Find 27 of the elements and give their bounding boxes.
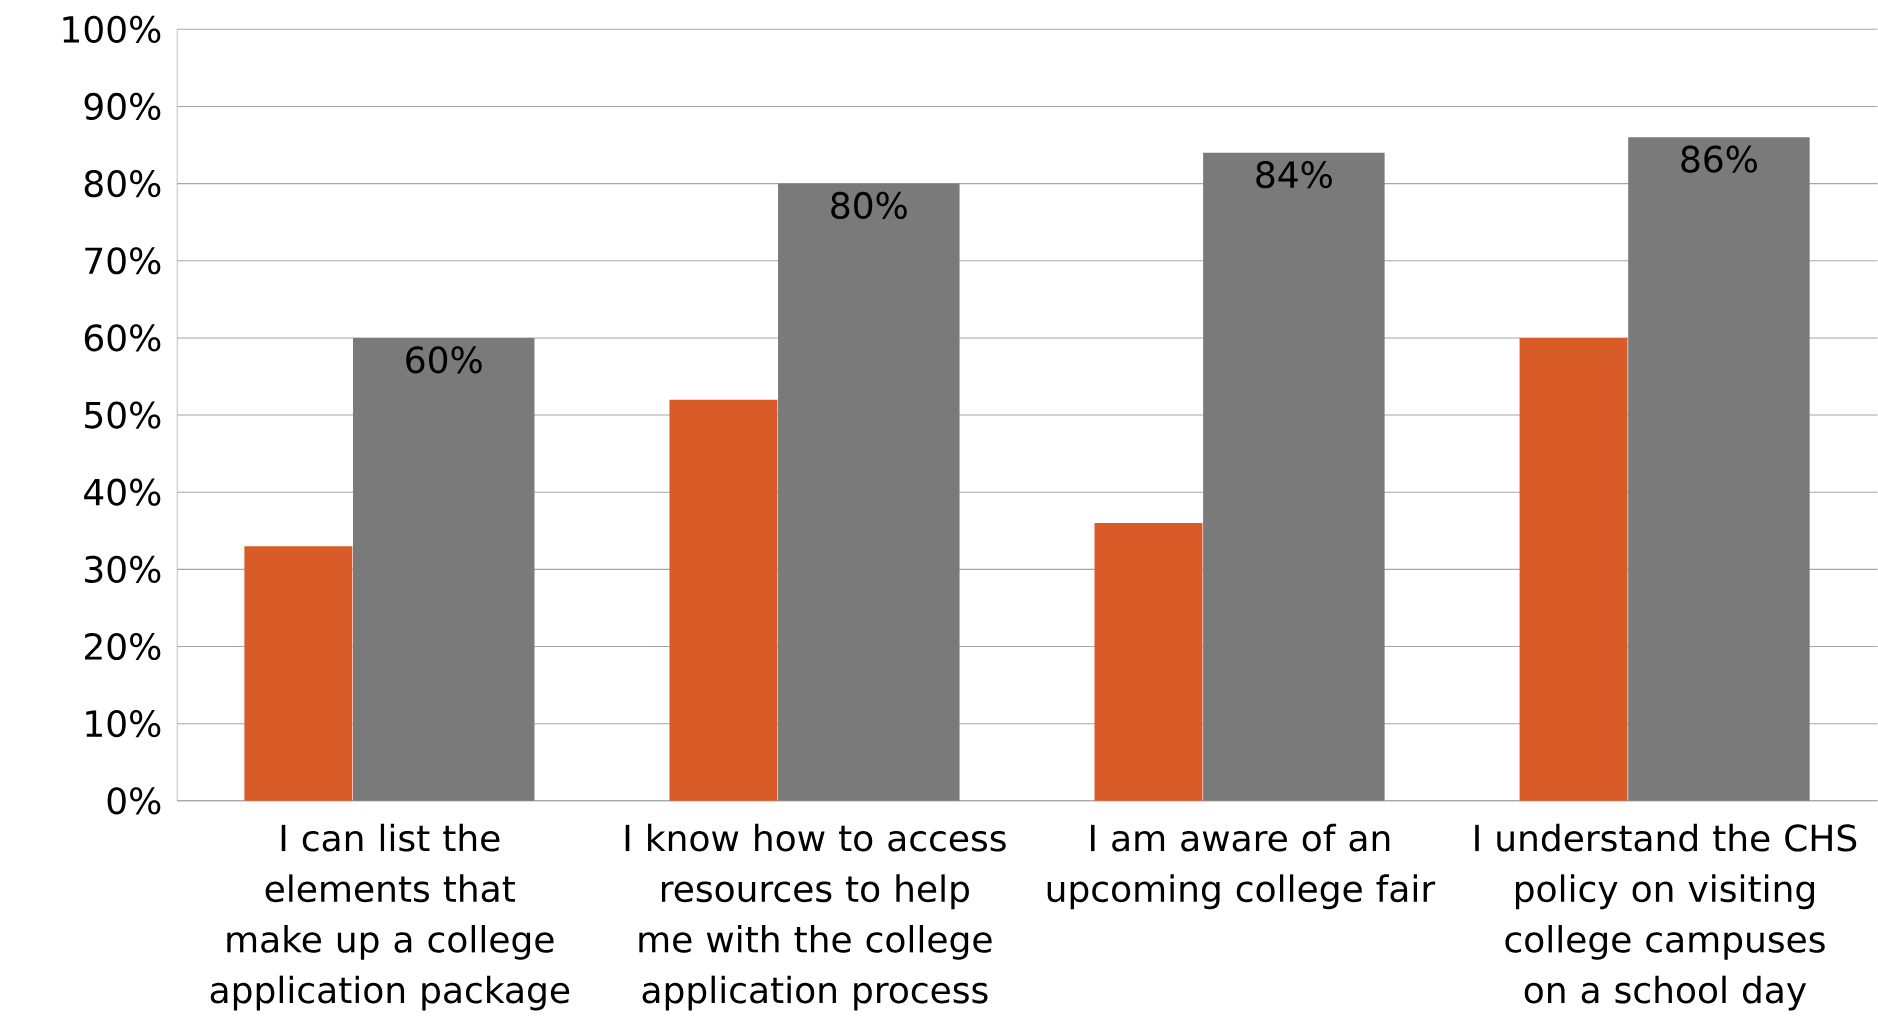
data-label: 80% xyxy=(831,191,907,219)
y-tick-label: 30% xyxy=(85,555,161,583)
y-tick-label: 0% xyxy=(107,787,161,815)
y-tick-label: 100% xyxy=(63,15,161,43)
y-tick-label: 80% xyxy=(84,169,161,198)
x-tick-label: I know how to access resources to help me with the college application process xyxy=(625,823,1006,1011)
bar xyxy=(1094,522,1203,801)
y-tick-label: 20% xyxy=(84,632,161,660)
y-tick-label: 40% xyxy=(84,478,161,506)
y-tick-label: 10% xyxy=(86,709,161,738)
bar xyxy=(352,337,535,801)
bar xyxy=(1628,137,1810,801)
data-label: 84% xyxy=(1256,160,1332,189)
x-tick-label: I am aware of an upcoming college fair xyxy=(1047,823,1436,910)
bar xyxy=(244,546,353,801)
y-tick-label: 50% xyxy=(85,401,161,429)
data-label: 86% xyxy=(1681,145,1757,173)
y-tick-label: 60% xyxy=(84,324,161,352)
bar xyxy=(1519,337,1628,801)
y-tick-label: 70% xyxy=(85,246,161,275)
data-label: 60% xyxy=(406,345,482,374)
bar xyxy=(669,399,778,801)
bar xyxy=(1203,152,1385,801)
x-tick-label: I understand the CHS policy on visiting college campuses on a school day xyxy=(1475,823,1857,1011)
bar xyxy=(778,183,960,801)
y-tick-label: 90% xyxy=(84,92,161,120)
x-tick-label: I can list the elements that make up a college application package xyxy=(210,823,570,1011)
